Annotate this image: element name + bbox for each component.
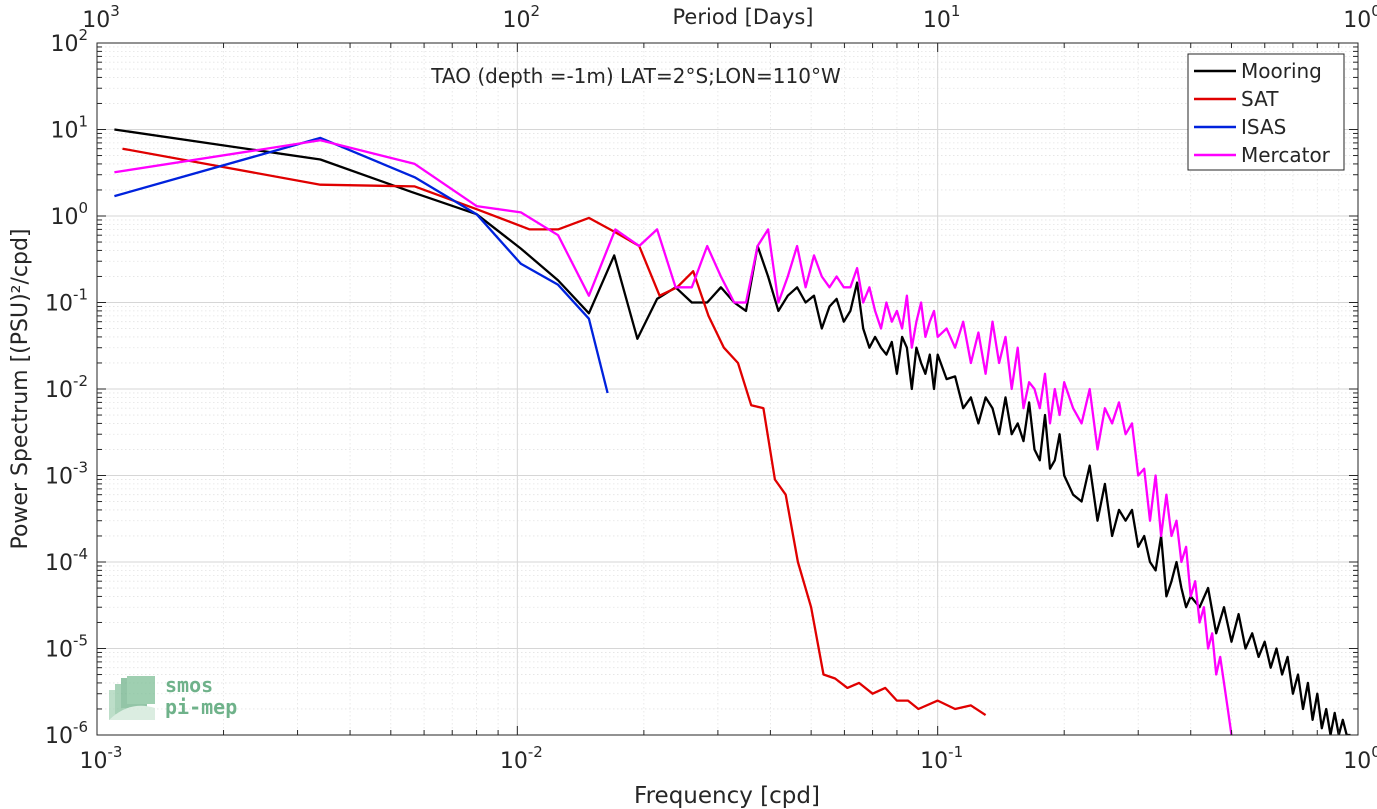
legend-label-mercator: Mercator xyxy=(1241,143,1331,167)
x-tick-label: 100 xyxy=(1343,743,1377,774)
y-tick-label: 10-2 xyxy=(45,372,88,403)
legend: Mooring SAT ISAS Mercator xyxy=(1187,53,1345,171)
y-tick-label: 10-3 xyxy=(45,459,88,490)
x-axis-label: Frequency [cpd] xyxy=(634,783,820,809)
y-tick-label: 10-6 xyxy=(45,718,88,749)
y-tick-label: 101 xyxy=(50,113,88,144)
series-line-mooring xyxy=(114,128,1351,735)
top-tick-label: 103 xyxy=(82,2,120,33)
top-tick-label: 100 xyxy=(1343,2,1377,33)
x-tick-label: 10-2 xyxy=(500,743,543,774)
top-tick-label: 102 xyxy=(503,2,541,33)
y-tick-label: 102 xyxy=(50,26,88,57)
minor-grid xyxy=(97,43,1358,735)
x-tick-label: 10-3 xyxy=(80,743,123,774)
y-axis-label: Power Spectrum [(PSU)²/cpd] xyxy=(8,228,33,549)
legend-label-sat: SAT xyxy=(1241,87,1279,111)
axis-ticks xyxy=(96,42,1359,736)
y-tick-label: 100 xyxy=(50,199,88,230)
chart-title: TAO (depth =-1m) LAT=2°S;LON=110°W xyxy=(430,64,841,88)
y-tick-label: 10-4 xyxy=(45,545,88,576)
series-line-mercator xyxy=(114,139,1233,735)
watermark-smos: smos xyxy=(165,673,213,697)
legend-box xyxy=(1187,53,1345,171)
watermark-logo-icon xyxy=(109,676,155,720)
legend-label-mooring: Mooring xyxy=(1241,59,1322,83)
x-tick-label: 10-1 xyxy=(920,743,963,774)
legend-label-isas: ISAS xyxy=(1241,115,1286,139)
series-line-sat xyxy=(122,147,987,717)
y-tick-label: 10-5 xyxy=(45,632,88,663)
smos-pi-mep-watermark: smos pi-mep xyxy=(109,673,237,720)
y-tick-label: 10-1 xyxy=(45,286,88,317)
top-tick-label: 101 xyxy=(923,2,961,33)
top-x-axis-label: Period [Days] xyxy=(673,5,814,29)
series-lines xyxy=(114,128,1351,735)
watermark-pi-mep: pi-mep xyxy=(165,695,237,719)
